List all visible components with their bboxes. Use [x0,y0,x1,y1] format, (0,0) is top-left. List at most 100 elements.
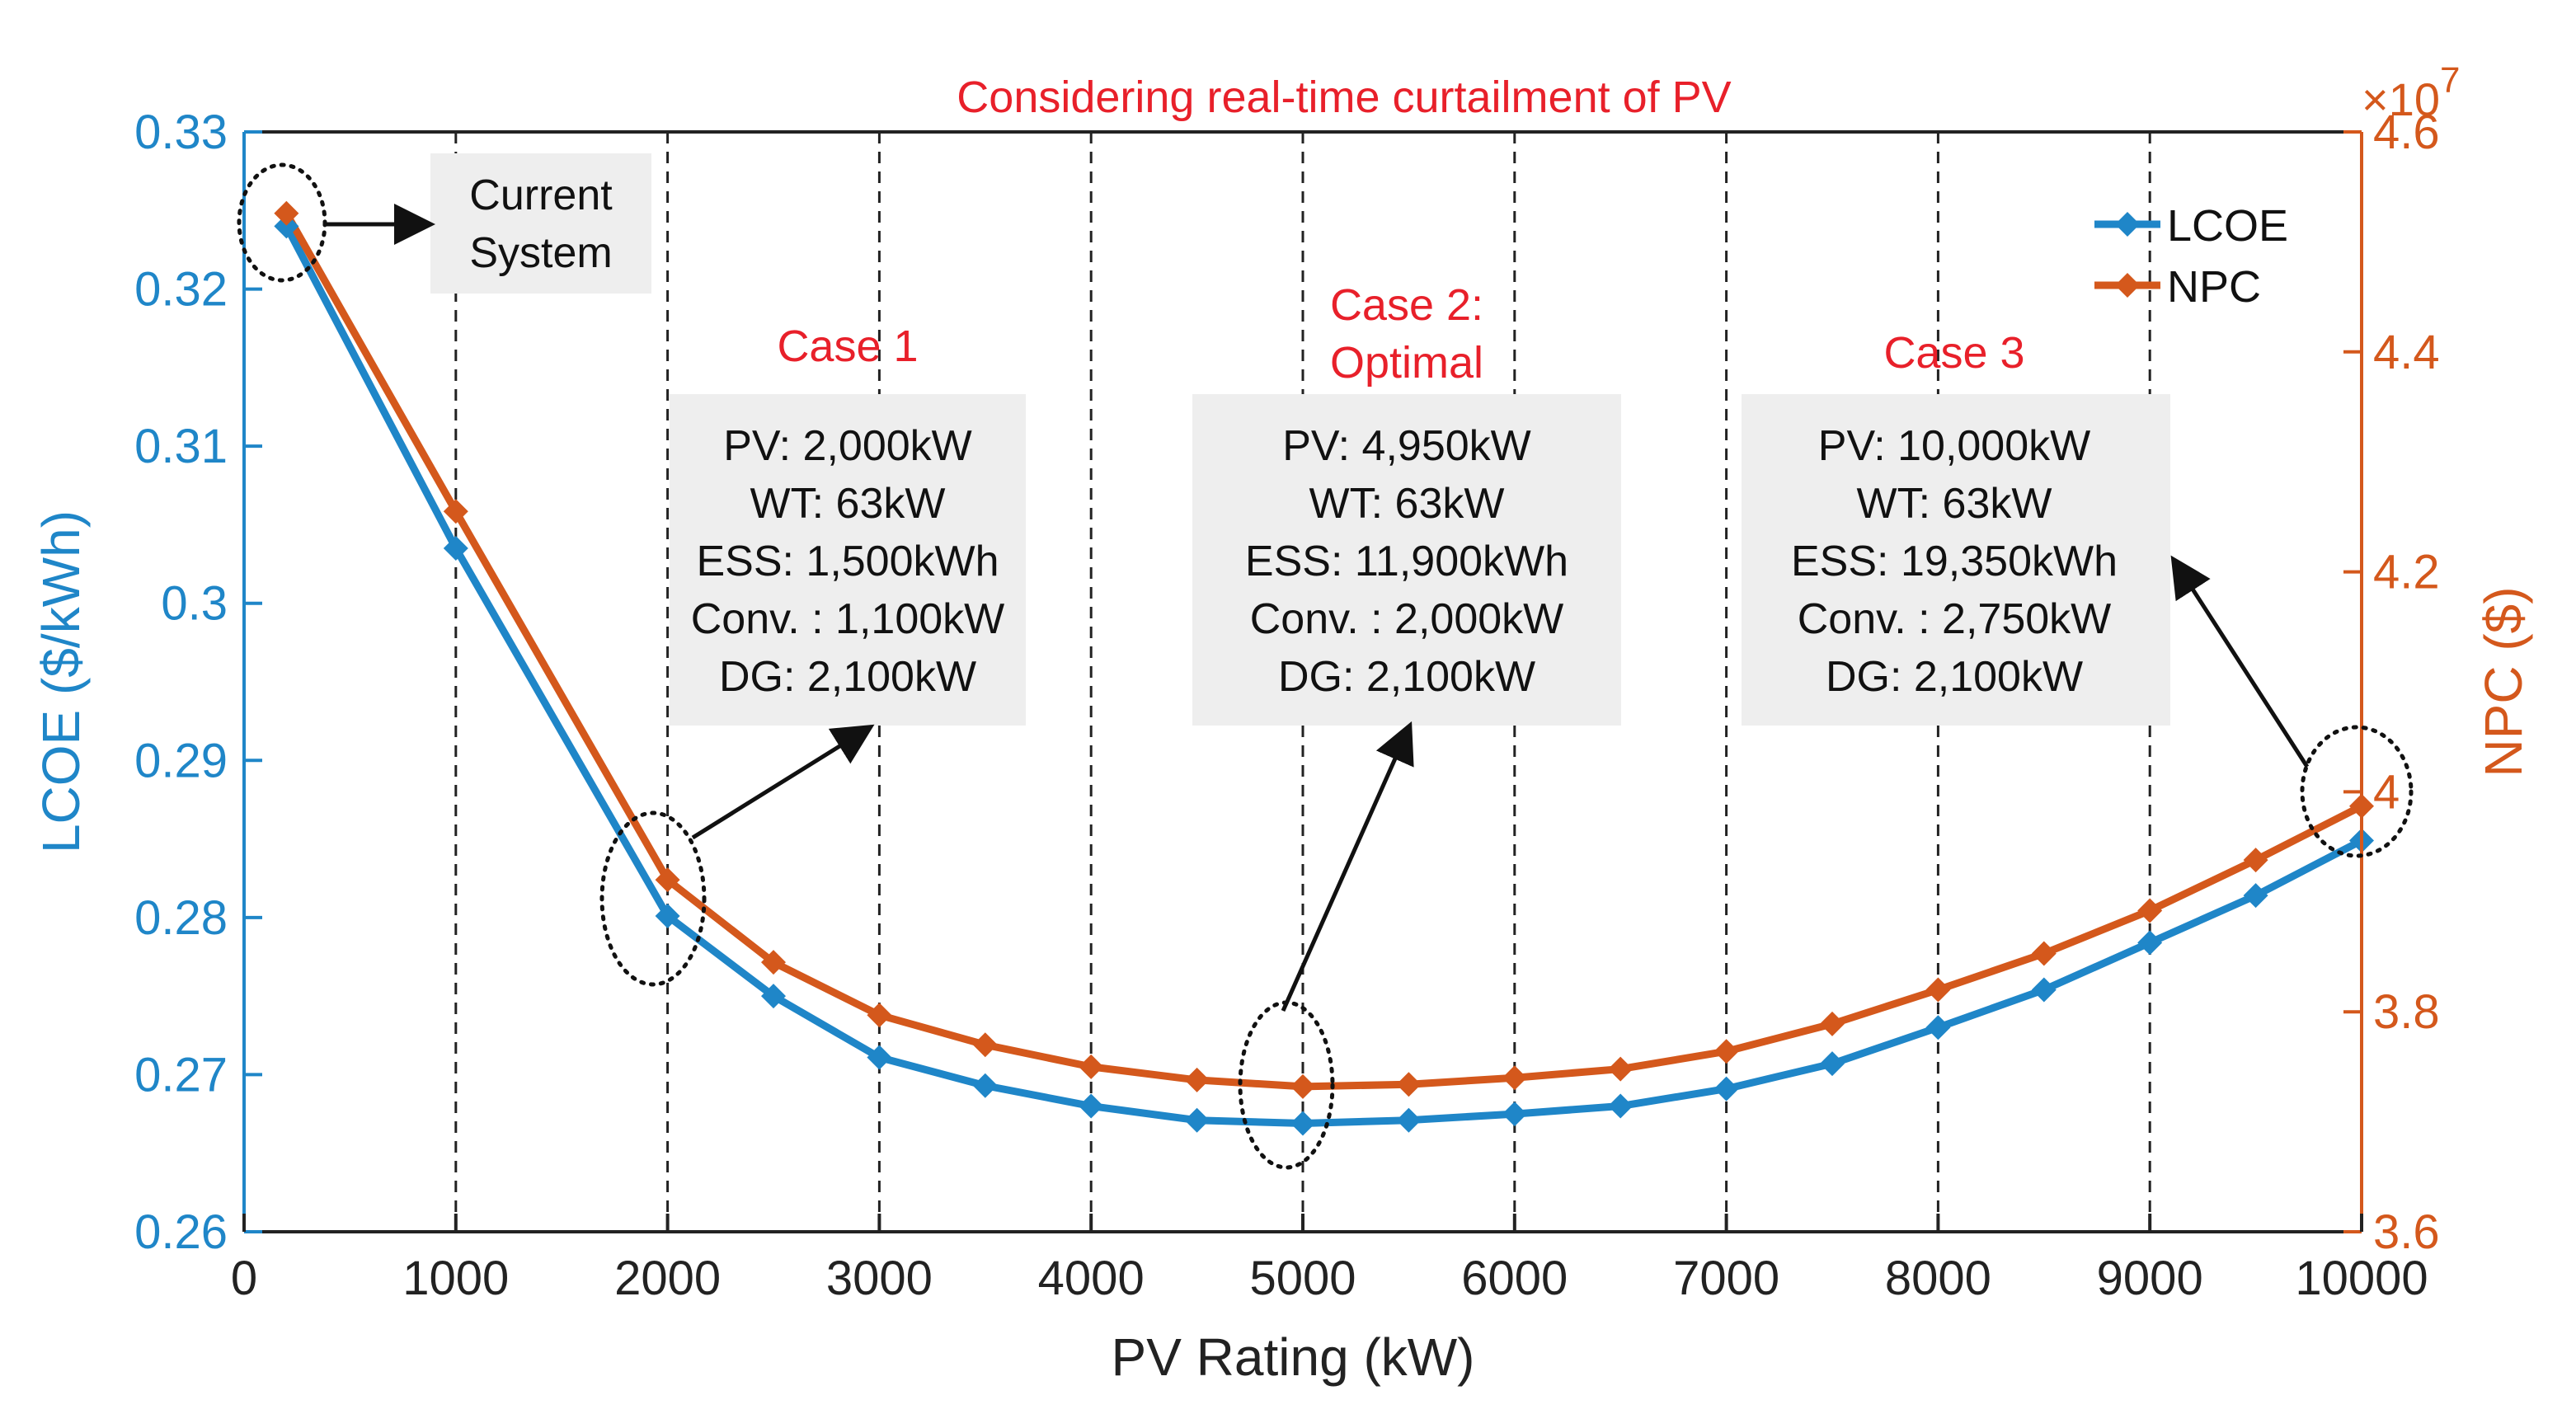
series-points [274,200,2374,1136]
legend-marker-lcoe [2115,212,2140,237]
y-tick-label: 0.27 [134,1048,228,1102]
grid-lines [454,132,2151,1232]
arrows [327,204,2310,1012]
data-point-npc [655,867,680,893]
data-point-lcoe [655,903,680,928]
data-point-npc [2031,941,2057,966]
x-axis-title: PV Rating (kW) [1112,1327,1475,1387]
data-point-lcoe [443,536,468,561]
legend-label-lcoe: LCOE [2167,201,2288,251]
x-tick-label: 8000 [1885,1252,1991,1305]
legend-marker-npc [2115,273,2140,298]
data-point-lcoe [1079,1093,1104,1119]
x-tick-label: 2000 [614,1252,721,1305]
case-3-box-line: ESS: 19,350kWh [1791,538,2118,585]
x-tick-label: 1000 [402,1252,509,1305]
data-point-lcoe [1713,1076,1739,1102]
case-2-box-line: PV: 4,950kW [1282,422,1531,470]
case-2-box-line: ESS: 11,900kWh [1245,538,1568,585]
case-3-box-line: Conv. : 2,750kW [1798,595,2112,643]
x-tick-label: 10000 [2295,1252,2428,1305]
x-tick-label: 5000 [1249,1252,1356,1305]
data-point-lcoe [1925,1015,1951,1040]
data-point-lcoe [2137,930,2163,956]
annotation-arrow [2170,555,2310,768]
highlight-ellipse [237,162,327,283]
data-point-npc [972,1032,998,1058]
y2-tick-label: 4 [2373,765,2400,819]
case-1-box-line: Conv. : 1,100kW [691,595,1005,643]
case-3-box-line: PV: 10,000kW [1818,422,2090,470]
data-point-npc [1713,1039,1739,1064]
annotation-text: PV: 2,000kW WT: 63kW ESS: 1,500kWh Conv. : … [469,171,2118,701]
data-point-npc [443,499,468,524]
data-point-npc [274,200,299,226]
y-tick-label: 0.3 [161,577,228,631]
case-2-box-line: Conv. : 2,000kW [1250,595,1564,643]
data-point-lcoe [2243,883,2268,909]
y-tick-label: 0.26 [134,1205,228,1259]
data-point-lcoe [972,1073,998,1098]
data-point-npc [867,1003,892,1028]
x-tick-label: 4000 [1038,1252,1145,1305]
data-point-lcoe [1820,1051,1845,1077]
y2-tick-label: 3.6 [2373,1205,2440,1259]
case-3-label: Case 3 [1883,328,2024,378]
data-point-lcoe [1290,1111,1315,1136]
callout-boxes [430,153,2170,726]
y2-exponent: ×107 [2362,60,2460,125]
tick-labels: 0.26 0.27 0.28 0.29 0.3 0.31 0.32 0.33 3.6 3.8 4 4.… [134,106,2440,1305]
data-point-npc [1290,1073,1315,1099]
case-2-box-line: DG: 2,100kW [1278,653,1535,701]
highlight-ellipses [237,162,2414,1170]
data-point-npc [1396,1072,1422,1097]
data-point-npc [1608,1056,1634,1082]
data-point-npc [2137,898,2163,923]
legend-label-npc: NPC [2167,262,2261,312]
annotation-arrow [1281,721,1414,1012]
x-tick-label: 3000 [826,1252,933,1305]
current-system-label: Current [469,171,613,219]
case-1-box-line: ESS: 1,500kWh [696,538,999,585]
current-system-box [430,153,651,294]
y2-exponent-base: ×10 [2362,73,2440,125]
case-1-box-line: WT: 63kW [750,480,946,528]
case-2-label: Case 2: [1330,280,1483,330]
y2-tick-label: 3.8 [2373,985,2440,1039]
y-tick-label: 0.33 [134,106,228,159]
case-2-label: Optimal [1330,338,1483,388]
data-point-lcoe [2031,977,2057,1003]
case-3-box [1742,394,2170,726]
data-point-npc [1079,1054,1104,1079]
x-tick-label: 7000 [1673,1252,1779,1305]
data-point-npc [761,950,786,975]
highlight-ellipse [599,810,707,987]
data-point-npc [1502,1065,1527,1091]
data-point-lcoe [1396,1107,1422,1133]
data-point-npc [1820,1011,1845,1036]
case-3-box-line: DG: 2,100kW [1826,653,2083,701]
chart-title: Considering real-time curtailment of PV [957,73,1731,122]
legend: LCOE NPC [2094,201,2288,312]
data-point-npc [1184,1067,1210,1092]
y2-tick-label: 4.2 [2373,546,2440,599]
y2-tick-label: 4.6 [2373,106,2440,159]
case-3-box-line: WT: 63kW [1857,480,2052,528]
data-point-lcoe [1608,1093,1634,1119]
data-point-npc [2243,848,2268,873]
y-tick-label: 0.31 [134,420,228,473]
y2-exponent-power: 7 [2440,60,2460,101]
highlight-ellipse [2300,725,2414,858]
x-tick-label: 9000 [2097,1252,2203,1305]
case-1-label: Case 1 [777,322,918,371]
data-point-lcoe [867,1045,892,1070]
y-axis-title: LCOE ($/kWh) [31,510,91,853]
x-tick-label: 0 [231,1252,257,1305]
y2-axis-title: NPC ($) [2474,586,2533,777]
case-1-box-line: DG: 2,100kW [719,653,976,701]
case-1-box-line: PV: 2,000kW [723,422,972,470]
data-point-lcoe [274,214,299,239]
y-tick-label: 0.32 [134,263,228,317]
annotation-arrow [691,724,875,840]
axis-ticks [242,130,2363,1233]
